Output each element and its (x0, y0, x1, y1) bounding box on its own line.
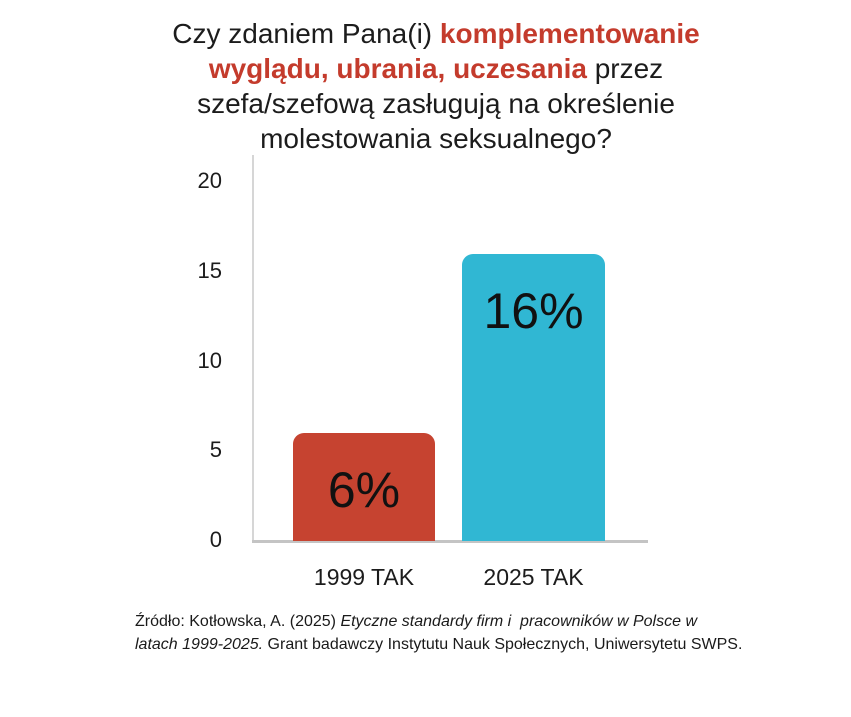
bar-value-label-2025: 16% (483, 283, 584, 339)
bar-1999-tak: 6% (293, 433, 435, 541)
title-text-highlight: komplementowanie (439, 18, 700, 49)
chart-title: Czy zdaniem Pana(i) komplementowanie wyg… (0, 16, 851, 156)
y-axis-tick-label: 5 (209, 437, 222, 462)
title-text-regular: przez (586, 53, 664, 84)
chart-title-line-4: molestowania seksualnego? (21, 121, 851, 156)
y-axis-tick-label: 20 (197, 168, 222, 193)
y-axis-line (252, 155, 254, 543)
x-axis-label-1999: 1999 TAK (313, 564, 415, 590)
x-axis-label-2025: 2025 TAK (483, 564, 584, 590)
source-text-italic: Etyczne standardy firm i pracowników w P… (340, 613, 698, 630)
source-text-regular: Źródło: Kotłowska, A. (2025) (135, 613, 341, 630)
title-text-regular: szefa/szefową zasługują na określenie (197, 88, 675, 119)
bar-value-label-1999: 6% (327, 462, 401, 518)
plot-area: 0 5 10 15 20 6% 16% 1999 TAK 2025 TAK (0, 155, 851, 590)
bar-2025-tak: 16% (462, 254, 605, 541)
y-axis-tick-label: 10 (197, 348, 222, 373)
chart-title-line-1: Czy zdaniem Pana(i) komplementowanie (21, 16, 851, 51)
chart-title-line-2: wyglądu, ubrania, uczesania przez (21, 51, 851, 86)
y-axis-tick-label: 15 (197, 258, 222, 283)
title-text-regular: Czy zdaniem Pana(i) (172, 18, 440, 49)
title-text-highlight: wyglądu, ubrania, uczesania (208, 53, 587, 84)
chart-title-line-3: szefa/szefową zasługują na określenie (21, 86, 851, 121)
x-axis-line (252, 540, 648, 543)
title-text-regular: molestowania seksualnego? (260, 123, 612, 154)
source-text-italic: latach 1999-2025. (135, 635, 264, 653)
source-note: Źródło: Kotłowska, A. (2025) Etyczne sta… (135, 611, 775, 656)
source-text-regular: Grant badawczy Instytutu Nauk Społecznyc… (263, 635, 743, 653)
y-axis-tick-label: 0 (209, 527, 222, 552)
